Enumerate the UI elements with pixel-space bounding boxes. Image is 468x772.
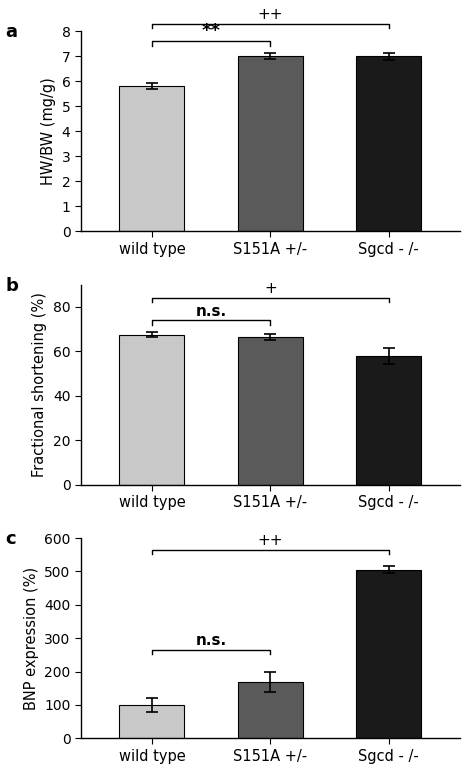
Text: **: ** — [202, 22, 220, 39]
Text: n.s.: n.s. — [196, 303, 227, 319]
Y-axis label: BNP expression (%): BNP expression (%) — [23, 567, 38, 709]
Text: +: + — [264, 282, 277, 296]
Text: a: a — [5, 23, 17, 41]
Bar — [238, 682, 303, 738]
Bar — [356, 356, 421, 485]
Y-axis label: HW/BW (mg/g): HW/BW (mg/g) — [41, 77, 56, 185]
Bar — [119, 86, 184, 232]
Text: b: b — [5, 276, 18, 295]
Bar — [238, 337, 303, 485]
Text: ++: ++ — [257, 7, 283, 22]
Bar — [356, 570, 421, 738]
Text: n.s.: n.s. — [196, 633, 227, 648]
Text: c: c — [5, 530, 16, 548]
Y-axis label: Fractional shortening (%): Fractional shortening (%) — [32, 293, 47, 477]
Bar — [238, 56, 303, 232]
Bar — [356, 56, 421, 232]
Text: ++: ++ — [257, 533, 283, 548]
Bar — [119, 335, 184, 485]
Bar — [119, 705, 184, 738]
